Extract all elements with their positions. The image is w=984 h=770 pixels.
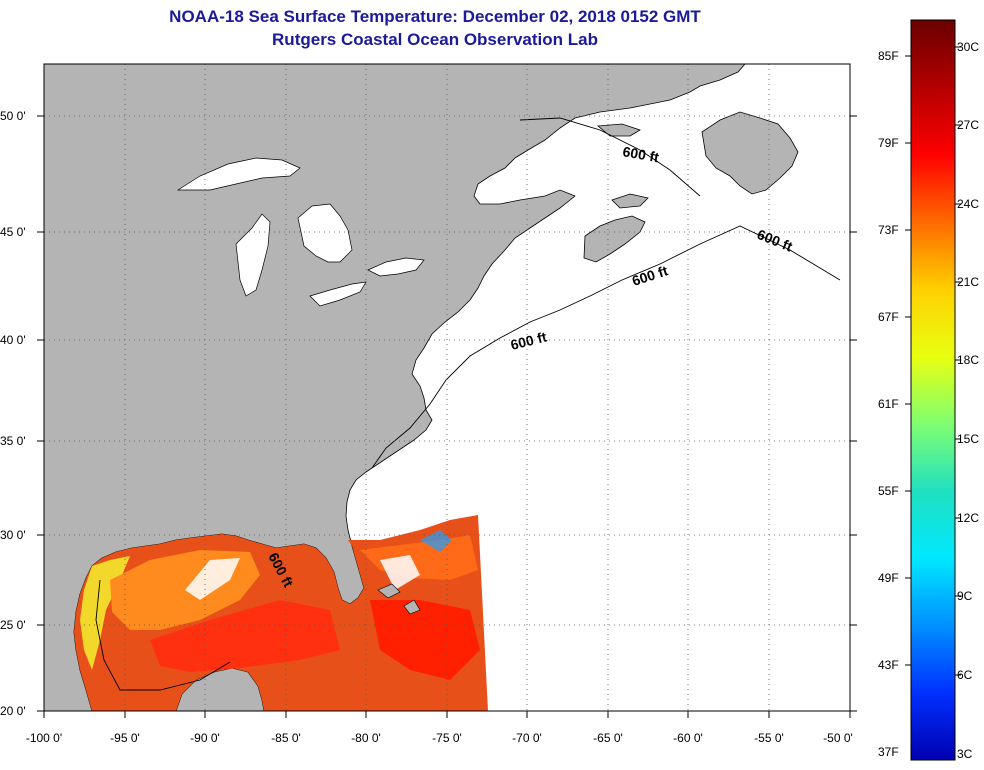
colorbar-fahrenheit-label: 67F	[878, 310, 899, 324]
colorbar	[910, 19, 956, 761]
isobath-600ft-gulf	[95, 579, 231, 691]
longitude-tick-label: -95 0'	[110, 731, 140, 745]
colorbar-celsius-label: 15C	[957, 432, 979, 446]
colorbar-celsius-label: 24C	[957, 197, 979, 211]
latitude-tick-label: 25 0'	[0, 618, 26, 632]
colorbar-celsius-label: 21C	[957, 275, 979, 289]
sst-gulf-of-mexico	[74, 515, 488, 711]
colorbar-fahrenheit-label: 55F	[878, 484, 899, 498]
colorbar-celsius-label: 6C	[957, 668, 973, 682]
longitude-axis	[43, 711, 851, 718]
longitude-tick-label: -85 0'	[271, 731, 301, 745]
colorbar-fahrenheit-label: 61F	[878, 397, 899, 411]
great-lakes	[176, 157, 425, 307]
colorbar-ticks	[905, 46, 961, 676]
latitude-axis	[37, 115, 857, 712]
colorbar-celsius-label: 18C	[957, 353, 979, 367]
longitude-tick-label: -70 0'	[512, 731, 542, 745]
longitude-tick-label: -75 0'	[432, 731, 462, 745]
map-subtitle: Rutgers Coastal Ocean Observation Lab	[272, 30, 598, 49]
latitude-tick-label: 40 0'	[0, 333, 26, 347]
isobath-600ft-labrador	[519, 117, 701, 197]
latitude-tick-label: 45 0'	[0, 225, 26, 239]
north-america-land	[44, 64, 746, 711]
latitude-tick-label: 35 0'	[0, 434, 26, 448]
colorbar-celsius-label: 30C	[957, 40, 979, 54]
colorbar-fahrenheit-label: 43F	[878, 658, 899, 672]
contour-label: 600 ft	[621, 143, 660, 165]
colorbar-fahrenheit-label: 79F	[878, 136, 899, 150]
colorbar-celsius-label: 27C	[957, 118, 979, 132]
longitude-tick-label: -55 0'	[754, 731, 784, 745]
latitude-tick-label: 20 0'	[0, 704, 26, 718]
colorbar-celsius-label: 3C	[957, 747, 973, 761]
isobath-600ft	[371, 225, 841, 469]
latitude-tick-label: 30 0'	[0, 528, 26, 542]
longitude-tick-label: -50 0'	[823, 731, 853, 745]
colorbar-fahrenheit-label: 37F	[878, 745, 899, 759]
longitude-tick-label: -100 0'	[26, 731, 62, 745]
newfoundland-land	[701, 111, 799, 195]
longitude-tick-label: -90 0'	[190, 731, 220, 745]
map-title: NOAA-18 Sea Surface Temperature: Decembe…	[169, 7, 701, 26]
longitude-tick-label: -60 0'	[673, 731, 703, 745]
latitude-tick-label: 50 0'	[0, 109, 26, 123]
bahamas-land	[377, 583, 421, 615]
colorbar-celsius-label: 12C	[957, 511, 979, 525]
colorbar-fahrenheit-label: 49F	[878, 571, 899, 585]
longitude-tick-label: -65 0'	[593, 731, 623, 745]
colorbar-fahrenheit-label: 73F	[878, 223, 899, 237]
longitude-tick-label: -80 0'	[351, 731, 381, 745]
colorbar-fahrenheit-label: 85F	[878, 49, 899, 63]
colorbar-celsius-label: 9C	[957, 589, 973, 603]
pei-land	[611, 193, 649, 209]
